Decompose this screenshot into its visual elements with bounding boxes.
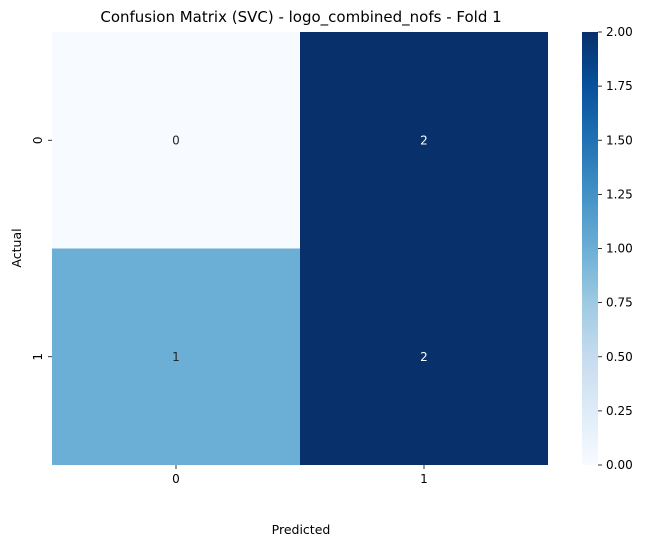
x-tick-label: 0 [172, 472, 180, 486]
colorbar-tick-label: 1.75 [606, 79, 633, 93]
colorbar-tick-label: 0.75 [606, 296, 633, 310]
y-axis-ticks: 01 [31, 136, 52, 361]
colorbar-ticks: 0.00 0.25 0.50 0.75 1.00 1.25 1.50 1.75 2.00 [598, 25, 633, 472]
cell-value-label: 2 [420, 133, 428, 147]
cell-value-label: 0 [172, 133, 180, 147]
colorbar-tick-label: 0.00 [606, 458, 633, 472]
y-axis-label: Actual [9, 228, 24, 267]
heatmap-cell [300, 248, 548, 465]
heatmap-cell [52, 32, 300, 249]
colorbar-tick-label: 2.00 [606, 25, 633, 39]
cell-value-label: 2 [420, 350, 428, 364]
colorbar-tick-label: 0.25 [606, 404, 633, 418]
colorbar [582, 32, 598, 465]
colorbar-tick-label: 1.50 [606, 133, 633, 147]
colorbar-tick-label: 1.25 [606, 187, 633, 201]
heatmap-cell [52, 248, 300, 465]
chart-title: Confusion Matrix (SVC) - logo_combined_n… [100, 8, 501, 27]
colorbar-tick-label: 0.50 [606, 350, 633, 364]
y-tick-label: 0 [31, 136, 45, 144]
cell-value-label: 1 [172, 350, 180, 364]
x-tick-label: 1 [420, 472, 428, 486]
heatmap-cell [300, 32, 548, 249]
y-tick-label: 1 [31, 353, 45, 361]
heatmap-cell-labels: 0 2 1 2 [172, 133, 428, 364]
heatmap-cells [52, 32, 548, 465]
colorbar-tick-label: 1.00 [606, 242, 633, 256]
x-axis-label: Predicted [272, 522, 331, 537]
